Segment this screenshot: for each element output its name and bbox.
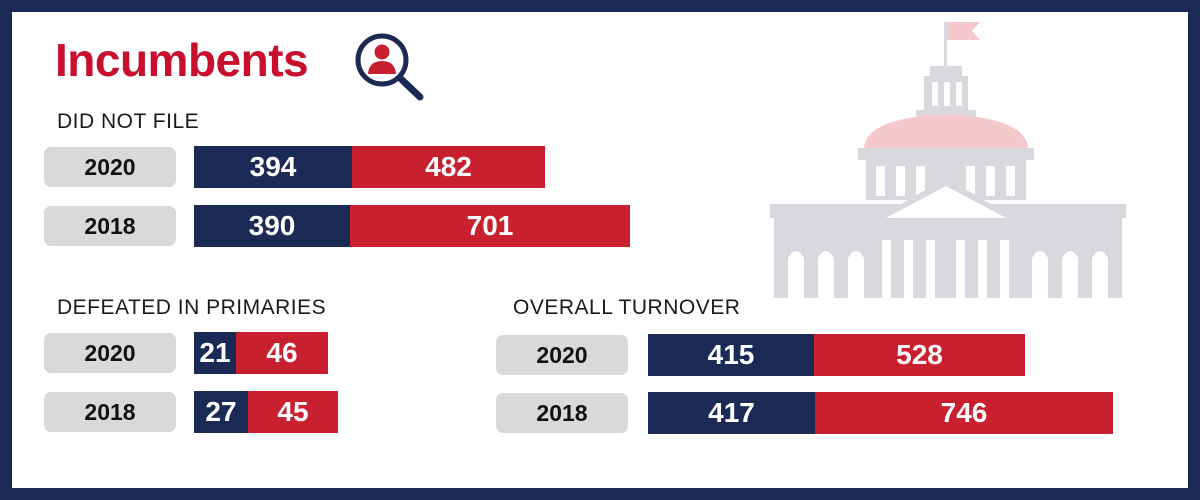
capitol-building-icon [770,22,1126,298]
year-label-defeated-in-primaries-2018: 2018 [44,392,176,432]
bar-defeated-in-primaries-2018-segment-2: 45 [248,391,338,433]
year-label-defeated-in-primaries-2020: 2020 [44,333,176,373]
bar-overall-turnover-2018-segment-1: 417 [648,392,815,434]
bar-did-not-file-2018-segment-2: 701 [350,205,630,247]
year-label-overall-turnover-2018: 2018 [496,393,628,433]
section-label-overall-turnover: OVERALL TURNOVER [513,296,741,319]
bar-did-not-file-2018-segment-1: 390 [194,205,350,247]
page-title: Incumbents [55,34,309,86]
year-label-overall-turnover-2020: 2020 [496,335,628,375]
year-label-did-not-file-2020: 2020 [44,147,176,187]
bar-defeated-in-primaries-2018-segment-1: 27 [194,391,248,433]
bar-did-not-file-2020-segment-2: 482 [352,146,545,188]
bar-overall-turnover-2020-segment-2: 528 [814,334,1025,376]
bar-did-not-file-2020-segment-1: 394 [194,146,352,188]
year-label-did-not-file-2018: 2018 [44,206,176,246]
bar-defeated-in-primaries-2020-segment-2: 46 [236,332,328,374]
bar-overall-turnover-2020-segment-1: 415 [648,334,814,376]
section-label-did-not-file: DID NOT FILE [57,110,200,133]
section-label-defeated-in-primaries: DEFEATED IN PRIMARIES [57,296,327,319]
magnifier-person-icon [355,33,424,101]
bar-defeated-in-primaries-2020-segment-1: 21 [194,332,236,374]
bar-overall-turnover-2018-segment-2: 746 [815,392,1113,434]
